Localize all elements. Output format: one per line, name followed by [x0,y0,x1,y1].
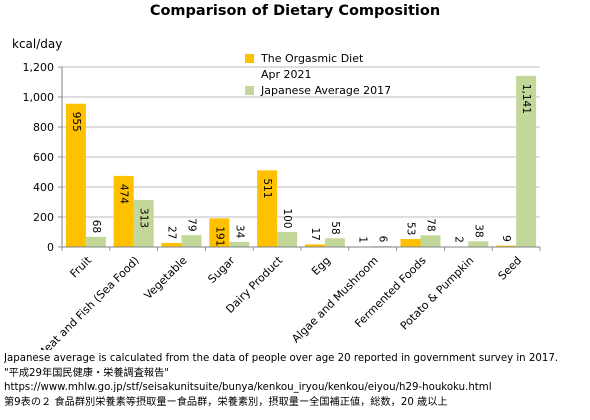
data-label: 78 [425,218,437,231]
y-tick-label: 400 [33,181,54,194]
data-label: 313 [138,208,150,228]
note-line: 第9表の２ 食品群別栄養素等摂取量ー食品群，栄養素別，摂取量ー全国補正値，総数，… [4,396,448,408]
data-label: 17 [309,227,321,240]
y-tick-label: 1,000 [23,91,55,104]
bar-orgasmic-diet [209,218,230,247]
data-label: 38 [472,224,484,237]
data-label: 6 [377,236,389,243]
data-label: 1 [357,236,369,243]
data-label: 68 [90,220,102,233]
legend-swatch [245,54,254,63]
bar-japanese-average [229,241,250,247]
note-line: https://www.mhlw.go.jp/stf/seisakunitsui… [4,382,492,394]
data-label: 955 [70,112,82,132]
bar-orgasmic-diet [496,245,517,247]
bar-orgasmic-diet [161,242,182,247]
bar-japanese-average [277,232,298,247]
data-label: 100 [281,209,293,229]
data-label: 58 [329,221,341,234]
bar-japanese-average [420,235,441,247]
legend-label: Japanese Average 2017 [260,84,391,97]
data-label: 53 [405,222,417,235]
bar-japanese-average [181,235,202,247]
category-label: Algae and Mushroom [289,254,380,345]
data-label: 474 [118,184,130,204]
y-tick-label: 200 [33,211,54,224]
bar-chart: kcal/day 0 200 400 600 800 1,000 1,200 955 474 27 1… [12,37,541,350]
y-tick-label: 1,200 [23,61,55,74]
bar-orgasmic-diet [65,103,86,247]
category-label: Egg [309,254,333,278]
note-line: "平成29年国民健康・栄養調査報告" [4,367,169,379]
category-label: Fruit [68,253,95,280]
bar-japanese-average [468,241,489,247]
bar-orgasmic-diet [400,239,421,247]
data-label: 191 [213,226,225,246]
y-tick-label: 600 [33,151,54,164]
bar-orgasmic-diet [113,175,134,247]
legend-label: Apr 2021 [261,68,312,81]
bar-japanese-average [85,236,106,247]
data-label: 79 [186,218,198,231]
data-label: 511 [261,178,273,198]
note-line: Japanese average is calculated from the … [4,353,559,364]
y-axis-label: kcal/day [12,37,62,51]
y-tick-label: 0 [47,241,54,254]
bar-japanese-average [324,238,345,247]
data-label: 9 [500,235,512,242]
data-label: 34 [233,225,245,239]
chart-title: Comparison of Dietary Composition [149,3,441,19]
bar-japanese-average [133,200,154,247]
bar-orgasmic-diet [257,170,278,247]
data-label: 2 [452,236,464,243]
category-label: Sugar [205,254,237,286]
category-label: Seed [496,254,525,283]
data-label: 1,141 [520,84,532,114]
bar-orgasmic-diet [304,244,325,247]
y-tick-label: 800 [33,121,54,134]
bar-japanese-average [516,75,537,247]
source-notes: Japanese average is calculated from the … [4,352,588,410]
legend-label: The Orgasmic Diet [260,52,364,65]
legend-swatch [245,86,254,95]
data-label: 27 [166,226,178,239]
category-label: Vegetable [141,254,189,302]
